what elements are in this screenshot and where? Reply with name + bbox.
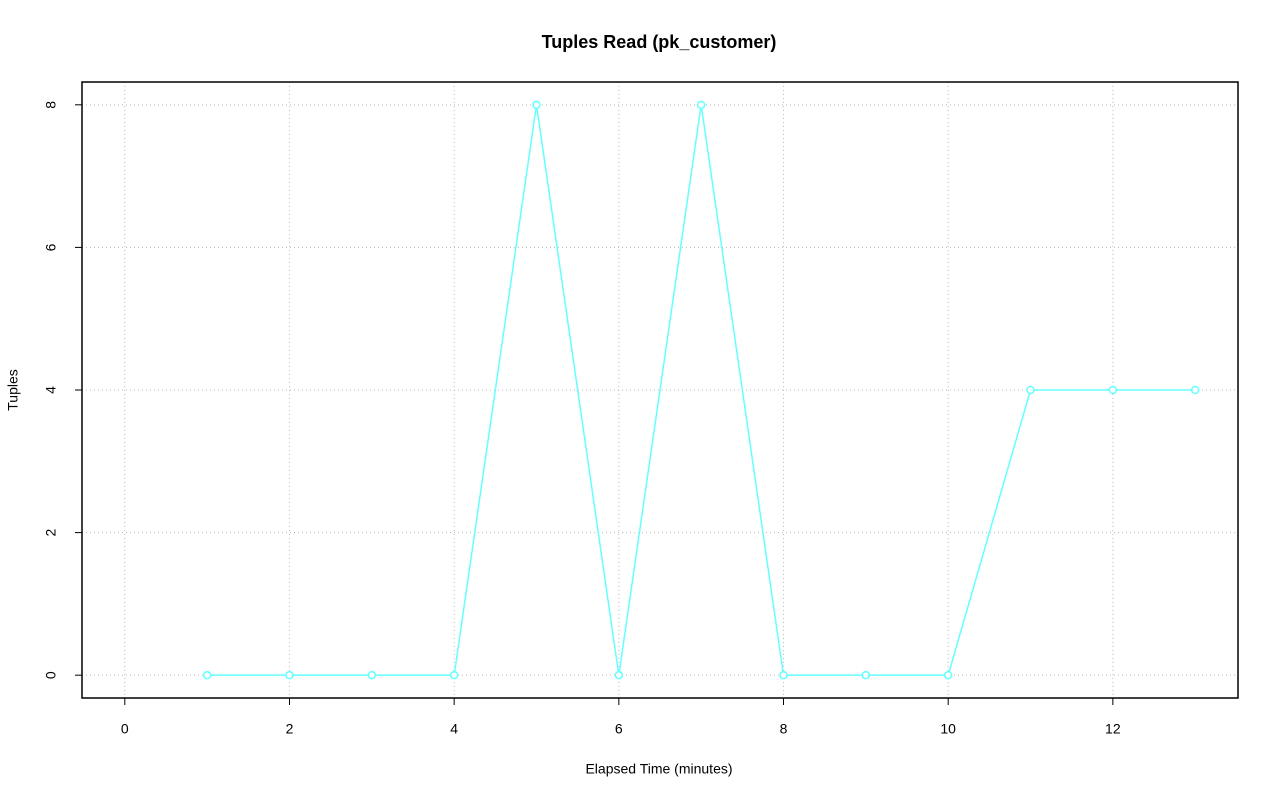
x-axis-label: Elapsed Time (minutes) [585, 761, 732, 777]
x-tick-label: 12 [1105, 721, 1121, 737]
x-tick-label: 10 [940, 721, 956, 737]
x-tick-label: 6 [615, 721, 623, 737]
y-tick-label: 2 [43, 528, 59, 536]
data-point [943, 670, 953, 680]
plot-frame [81, 81, 1239, 699]
x-tick-label: 2 [286, 721, 294, 737]
data-point [1108, 385, 1118, 395]
x-tick-label: 4 [450, 721, 458, 737]
y-tick-label: 4 [43, 386, 59, 394]
data-point [285, 670, 294, 680]
data-point [1026, 385, 1035, 395]
y-tick-label: 8 [43, 101, 59, 109]
y-axis-label: Tuples [5, 369, 21, 411]
y-tick-label: 6 [43, 243, 59, 251]
data-point [202, 670, 212, 680]
data-point [449, 670, 459, 680]
data-point [367, 670, 377, 680]
data-point [779, 670, 788, 680]
y-tick-label: 0 [43, 671, 59, 679]
data-point [861, 670, 871, 680]
x-tick-label: 0 [121, 721, 129, 737]
chart-title: Tuples Read (pk_customer) [542, 32, 777, 52]
data-point [614, 670, 624, 680]
data-point [1190, 385, 1200, 395]
data-point [532, 100, 541, 110]
x-tick-label: 8 [780, 721, 788, 737]
data-point [696, 100, 706, 110]
